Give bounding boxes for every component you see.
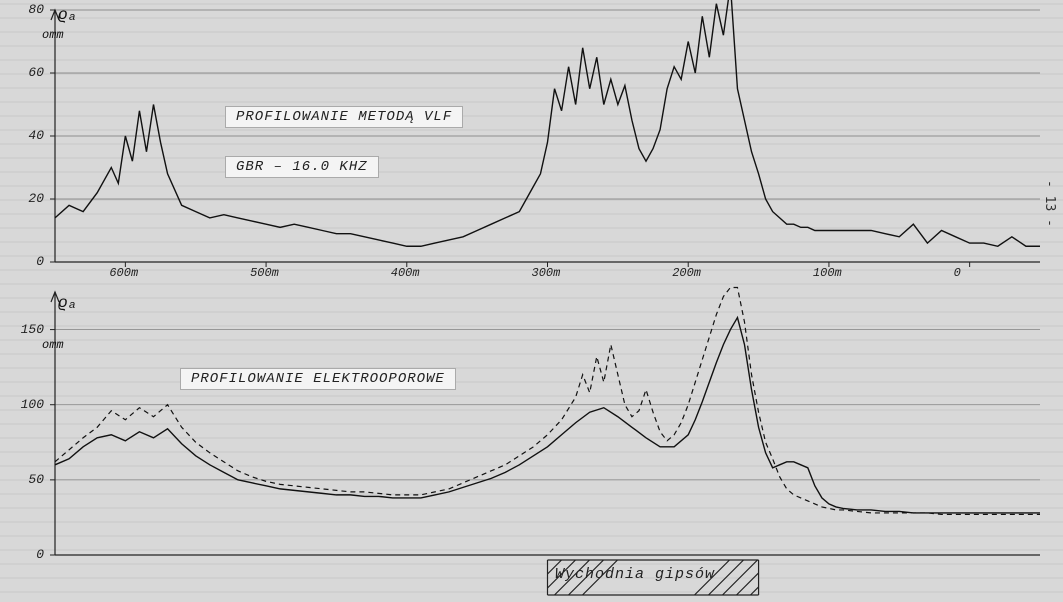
bottom-y-unit: omm — [42, 338, 64, 352]
top-ytick: 60 — [10, 65, 44, 80]
top-xtick: 500m — [250, 266, 279, 280]
bottom-chart-title: PROFILOWANIE ELEKTROOPOROWE — [180, 368, 456, 390]
top-y-unit: omm — [42, 28, 64, 42]
top-ytick: 80 — [10, 2, 44, 17]
bottom-ytick: 50 — [10, 472, 44, 487]
hatch-label: Wychodnia gipsów — [555, 566, 715, 583]
top-xtick: 0 — [954, 266, 961, 280]
top-ytick: 40 — [10, 128, 44, 143]
top-chart-title-2: GBR – 16.0 KHZ — [225, 156, 379, 178]
top-xtick: 600m — [109, 266, 138, 280]
top-y-symbol: ϱₐ — [58, 6, 77, 24]
top-xtick: 300m — [532, 266, 561, 280]
top-ytick: 20 — [10, 191, 44, 206]
top-xtick: 200m — [672, 266, 701, 280]
page-number: - 13 - — [1042, 180, 1057, 227]
top-chart-title-1: PROFILOWANIE METODĄ VLF — [225, 106, 463, 128]
top-xtick: 400m — [391, 266, 420, 280]
bottom-ytick: 150 — [10, 322, 44, 337]
bottom-y-symbol: ϱₐ — [58, 294, 77, 312]
bottom-ytick: 100 — [10, 397, 44, 412]
top-xtick: 100m — [813, 266, 842, 280]
bottom-ytick: 0 — [10, 547, 44, 562]
top-ytick: 0 — [10, 254, 44, 269]
